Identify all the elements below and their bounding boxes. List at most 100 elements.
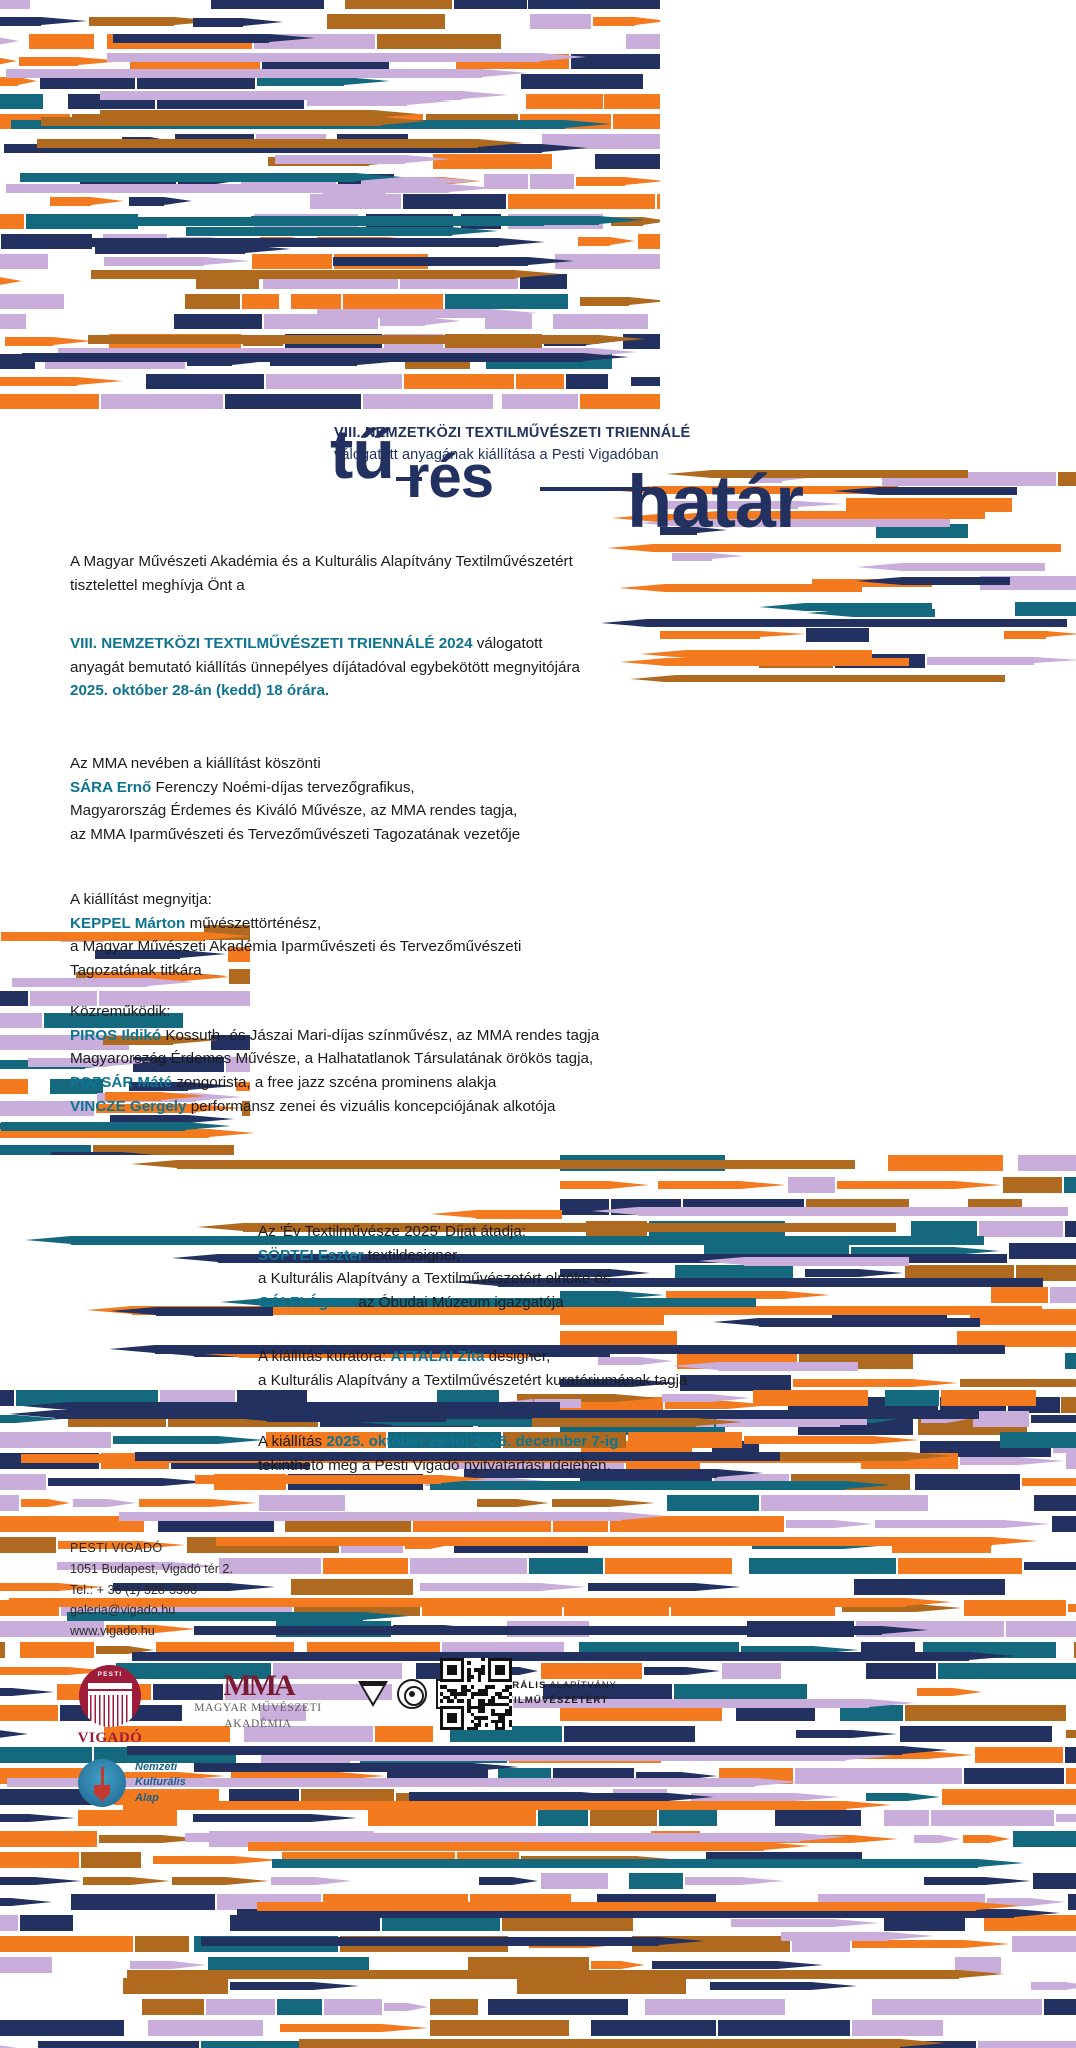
qr-module — [460, 1712, 464, 1717]
weave-thread — [760, 1495, 928, 1511]
weave-thread — [0, 1915, 19, 1931]
weave-thread — [0, 1390, 15, 1406]
weave-thread-tip — [635, 17, 660, 26]
weave-thread-bar — [521, 74, 643, 89]
qr-module — [440, 1712, 444, 1717]
weave-thread-bar — [276, 1999, 322, 2015]
weave-thread-tip — [762, 1750, 809, 1759]
weave-thread-tip — [174, 17, 221, 26]
weave-thread-tip — [242, 18, 283, 27]
weave-thread — [1065, 1453, 1076, 1469]
weave-thread — [294, 1600, 421, 1616]
weave-thread — [899, 1726, 1052, 1742]
weave-thread — [942, 1789, 1076, 1805]
weave-thread-bar — [1004, 631, 1046, 639]
weave-thread-bar — [0, 1453, 99, 1469]
weave-thread — [113, 33, 315, 43]
weave-thread — [927, 657, 1076, 665]
weave-thread — [0, 1600, 59, 1616]
weave-thread — [236, 1908, 1060, 1918]
venue-email[interactable]: galeria@vigado.hu — [70, 1603, 176, 1618]
weave-thread-bar — [456, 1852, 519, 1868]
qr-module — [501, 1688, 506, 1693]
weave-thread-bar — [257, 77, 344, 86]
weave-thread-tip — [16, 1414, 62, 1423]
weave-thread — [0, 77, 38, 86]
qr-code[interactable] — [440, 1658, 512, 1730]
performer-2-line: POZSÁR Máté zongorista, a free jazz szcé… — [70, 1071, 770, 1095]
weave-thread-bar — [107, 34, 252, 49]
weave-thread-tip — [107, 1498, 136, 1507]
weave-thread — [9, 1410, 980, 1420]
qr-module — [494, 1668, 499, 1672]
weave-thread-tip — [887, 1931, 934, 1940]
weave-thread-tip — [408, 2002, 429, 2011]
weave-thread — [983, 1915, 1076, 1931]
qr-module — [460, 1706, 464, 1710]
weave-thread-bar — [477, 1498, 518, 1508]
weave-thread — [780, 1931, 934, 1941]
weave-thread — [1017, 1155, 1076, 1171]
weave-thread — [506, 1621, 590, 1637]
qr-module — [477, 1702, 482, 1706]
qr-module — [446, 1706, 451, 1710]
weave-thread — [68, 94, 155, 109]
weave-thread-bar — [898, 1558, 1023, 1574]
venue-website[interactable]: www.vigado.hu — [70, 1624, 155, 1639]
weave-thread-bar — [0, 1013, 43, 1028]
weave-thread-bar — [769, 1415, 867, 1425]
weave-thread-tip — [810, 1981, 857, 1990]
weave-thread-bar — [290, 1579, 414, 1595]
weave-thread-bar — [670, 1600, 836, 1616]
weave-thread — [1064, 1221, 1076, 1237]
qr-module — [440, 1664, 444, 1669]
weave-thread-bar — [775, 1810, 861, 1826]
weave-thread — [904, 1705, 1066, 1721]
weave-thread-bar — [383, 2002, 409, 2012]
weave-thread-tip — [906, 1792, 940, 1801]
weave-thread-tip — [430, 1540, 451, 1549]
weave-thread-bar — [684, 1876, 740, 1886]
qr-module — [477, 1699, 482, 1703]
weave-thread — [990, 1287, 1048, 1303]
weave-thread-bar — [0, 1831, 98, 1847]
weave-thread — [258, 1495, 345, 1511]
weave-thread — [345, 1416, 691, 1426]
weave-thread-tip — [315, 1876, 352, 1885]
weave-thread-bar — [98, 1123, 156, 1138]
weave-thread-bar — [796, 1729, 853, 1739]
weave-thread — [871, 1999, 1042, 2015]
weave-thread — [560, 1180, 650, 1190]
weave-thread-tip — [739, 1180, 786, 1189]
weave-thread-bar — [393, 1624, 445, 1634]
weave-thread-bar — [854, 1579, 1006, 1595]
weave-thread — [0, 991, 28, 1006]
qr-module — [446, 1726, 451, 1730]
weave-thread-tip — [542, 143, 589, 152]
weave-thread — [751, 1540, 891, 1550]
weave-thread — [136, 74, 256, 89]
qr-module — [460, 1716, 464, 1720]
qr-module — [443, 1685, 447, 1689]
weave-thread-bar — [268, 157, 369, 166]
weave-thread-bar — [396, 177, 444, 186]
weave-thread — [809, 2041, 977, 2048]
weave-thread-bar — [914, 1834, 940, 1844]
qr-module — [453, 1726, 458, 1730]
weave-thread-bar — [883, 1810, 929, 1826]
qr-module — [491, 1702, 495, 1706]
weave-thread-bar — [1052, 1516, 1076, 1532]
weave-thread — [930, 1810, 1055, 1826]
weave-thread-bar — [430, 1999, 479, 2015]
weave-thread — [83, 1876, 171, 1886]
weave-thread-bar — [780, 1931, 888, 1941]
weave-thread — [0, 1537, 56, 1553]
weave-thread-bar — [160, 1390, 235, 1406]
weave-thread — [667, 1495, 759, 1511]
weave-thread-tip — [517, 1498, 550, 1507]
qr-module — [470, 1706, 475, 1710]
nka-logo-text: Nemzeti Kulturális Alap — [135, 1760, 186, 1807]
weave-thread — [532, 1418, 742, 1428]
weave-thread — [281, 1852, 455, 1868]
weave-thread-bar — [588, 1582, 695, 1592]
